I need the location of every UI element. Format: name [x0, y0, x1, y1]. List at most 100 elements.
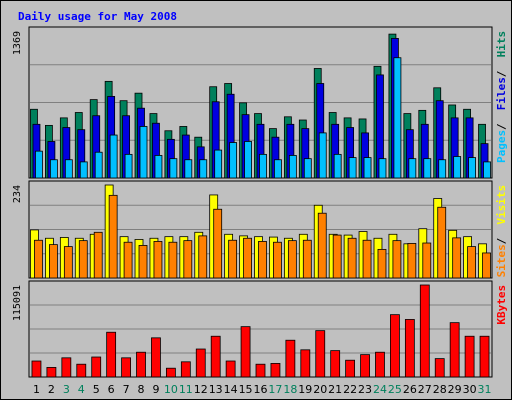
x-tick-label-day-7: 7 — [123, 383, 130, 396]
hits-files-pages-bar-pages-day-18 — [288, 155, 297, 179]
visits-sites-bar-sites-day-5 — [93, 231, 103, 279]
x-tick-label-day-26: 26 — [403, 383, 417, 396]
x-tick-label-day-13: 13 — [209, 383, 223, 396]
kbytes-bar-kbytes-day-23 — [360, 354, 370, 378]
x-tick-label-day-30: 30 — [463, 383, 477, 396]
hits-files-pages-bar-pages-day-24 — [378, 158, 387, 179]
hits-files-pages-bar-pages-day-28 — [438, 159, 447, 179]
hits-files-pages-bar-pages-day-20 — [318, 132, 327, 179]
visits-sites-bar-sites-day-7 — [123, 241, 133, 279]
hits-files-pages-bar-pages-day-2 — [50, 159, 58, 179]
kbytes-bar-kbytes-day-21 — [330, 350, 341, 378]
visits-sites-bar-sites-day-1 — [34, 239, 43, 279]
hits-files-pages-bar-pages-day-5 — [94, 151, 103, 179]
kbytes-bar-kbytes-day-4 — [76, 363, 87, 378]
x-tick-label-day-29: 29 — [448, 383, 462, 396]
visits-sites-bar-sites-day-11 — [183, 240, 193, 279]
hits-files-pages-bar-pages-day-21 — [333, 153, 342, 179]
x-tick-label-day-22: 22 — [343, 383, 357, 396]
hits-files-pages-bar-pages-day-16 — [259, 153, 267, 179]
visits-sites-bar-sites-day-20 — [317, 212, 327, 279]
visits-sites-legend-sites: Sites — [495, 244, 508, 277]
kbytes-bar-kbytes-day-17 — [270, 363, 281, 378]
x-tick-label-day-2: 2 — [48, 383, 55, 396]
kbytes-bar-kbytes-day-7 — [121, 357, 131, 378]
visits-sites-bar-sites-day-26 — [407, 243, 417, 279]
hits-files-pages-legend-files: Files — [495, 77, 508, 110]
visits-sites-bar-sites-day-12 — [198, 235, 208, 279]
hits-files-pages-bar-pages-day-8 — [139, 126, 148, 179]
hits-files-pages-bar-pages-day-31 — [483, 161, 491, 179]
hits-files-pages-bar-pages-day-29 — [453, 156, 462, 179]
visits-sites-bar-sites-day-14 — [228, 239, 238, 279]
hits-files-pages-legend-separator-1: / — [495, 123, 508, 130]
visits-sites-bar-sites-day-28 — [437, 206, 447, 279]
hits-files-pages-bar-pages-day-6 — [109, 134, 118, 179]
visits-sites-legend-visits: Visits — [495, 185, 508, 225]
x-tick-label-day-24: 24 — [373, 383, 387, 396]
kbytes-bar-kbytes-day-10 — [165, 367, 176, 378]
x-tick-label-day-11: 11 — [179, 383, 193, 396]
visits-sites-bar-sites-day-18 — [287, 240, 297, 279]
visits-sites-legend-separator-1: / — [495, 237, 508, 244]
visits-sites-bar-sites-day-2 — [49, 244, 58, 279]
visits-sites-bar-sites-day-17 — [273, 241, 282, 279]
kbytes-ymax-label: 115091 — [12, 285, 23, 321]
x-tick-label-day-19: 19 — [298, 383, 312, 396]
x-tick-label-day-28: 28 — [433, 383, 447, 396]
hits-files-pages-bar-pages-day-23 — [363, 157, 372, 179]
hits-files-pages-bar-pages-day-4 — [79, 161, 88, 179]
kbytes-legend-kbytes: KBytes — [495, 285, 508, 325]
visits-sites-bar-sites-day-16 — [258, 241, 267, 279]
visits-sites-bar-sites-day-29 — [452, 237, 462, 279]
hits-files-pages-bar-pages-day-19 — [303, 158, 312, 179]
x-tick-label-day-31: 31 — [478, 383, 492, 396]
hits-files-pages-bar-pages-day-9 — [154, 155, 163, 179]
visits-sites-bar-sites-day-24 — [377, 248, 387, 279]
kbytes-bar-kbytes-day-15 — [240, 326, 251, 378]
hits-files-pages-legend-separator-2: / — [495, 70, 508, 77]
kbytes-bar-kbytes-day-11 — [180, 361, 191, 378]
x-tick-label-day-5: 5 — [93, 383, 100, 396]
x-tick-label-day-25: 25 — [388, 383, 402, 396]
kbytes-bar-kbytes-day-29 — [449, 322, 460, 378]
x-tick-label-day-14: 14 — [224, 383, 238, 396]
kbytes-bar-kbytes-day-13 — [210, 335, 221, 378]
kbytes-bar-kbytes-day-20 — [315, 330, 326, 378]
x-tick-label-day-1: 1 — [33, 383, 40, 396]
visits-sites-bar-sites-day-22 — [347, 237, 357, 279]
visits-sites-bar-sites-day-30 — [467, 246, 476, 279]
kbytes-bar-kbytes-day-3 — [61, 357, 72, 378]
hits-files-pages-bar-pages-day-12 — [199, 159, 208, 179]
hits-files-pages-bar-pages-day-7 — [124, 153, 133, 179]
visits-sites-bar-sites-day-27 — [422, 242, 432, 279]
hits-files-pages-bar-pages-day-25 — [393, 57, 402, 179]
kbytes-bar-kbytes-day-25 — [390, 314, 400, 378]
kbytes-bar-kbytes-day-22 — [345, 359, 356, 378]
visits-sites-bar-sites-day-10 — [168, 241, 178, 279]
kbytes-bar-kbytes-day-27 — [419, 284, 430, 378]
x-tick-label-day-12: 12 — [194, 383, 208, 396]
x-tick-label-day-18: 18 — [283, 383, 297, 396]
hits-files-pages-bar-pages-day-1 — [35, 150, 43, 179]
x-tick-label-day-10: 10 — [164, 383, 178, 396]
kbytes-bar-kbytes-day-2 — [46, 367, 57, 378]
hits-files-pages-ymax-label: 1369 — [12, 31, 23, 55]
visits-sites-bar-sites-day-23 — [362, 239, 372, 279]
x-tick-label-day-20: 20 — [313, 383, 327, 396]
visits-sites-bar-sites-day-8 — [138, 245, 148, 279]
visits-sites-bar-sites-day-15 — [243, 237, 252, 279]
visits-sites-bar-sites-day-6 — [108, 194, 118, 279]
x-tick-label-day-27: 27 — [418, 383, 432, 396]
visits-sites-bar-sites-day-13 — [213, 208, 223, 279]
kbytes-bar-kbytes-day-9 — [151, 337, 161, 378]
visits-sites-ymax-label: 234 — [12, 185, 23, 203]
x-tick-label-day-6: 6 — [108, 383, 115, 396]
kbytes-bar-kbytes-day-5 — [91, 356, 102, 378]
x-tick-label-day-16: 16 — [254, 383, 268, 396]
kbytes-bar-kbytes-day-24 — [375, 351, 385, 378]
kbytes-bar-kbytes-day-6 — [106, 331, 117, 378]
chart-title: Daily usage for May 2008 — [18, 10, 177, 23]
